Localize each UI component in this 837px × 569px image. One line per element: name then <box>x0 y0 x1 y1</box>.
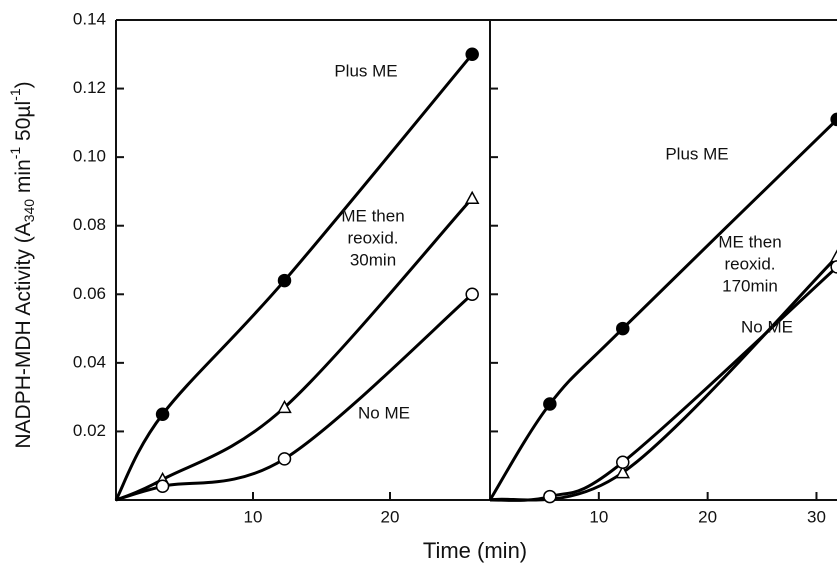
y-axis-label-part: -1 <box>7 147 23 160</box>
marker <box>465 47 479 62</box>
series-line <box>114 53 474 501</box>
series-label: 170min <box>722 276 778 295</box>
y-axis-label: NADPH-MDH Activity (A340 min-1 50µl-1) <box>7 81 37 448</box>
marker <box>155 479 170 494</box>
y-tick-label: 0.04 <box>73 352 106 371</box>
series-line <box>115 293 474 502</box>
marker <box>616 455 630 470</box>
marker <box>277 452 292 466</box>
y-axis-label-part: NADPH-MDH Activity (A <box>12 222 35 448</box>
marker <box>155 407 170 422</box>
series-label: Plus ME <box>334 61 397 80</box>
y-tick-label: 0.14 <box>73 9 106 28</box>
y-tick-label: 0.08 <box>73 215 106 234</box>
series-line <box>115 197 474 502</box>
y-axis-label-part: -1 <box>7 88 23 101</box>
marker <box>277 399 292 414</box>
x-tick-label: 10 <box>589 507 608 526</box>
x-tick-label: 20 <box>698 507 717 526</box>
marker <box>464 190 480 205</box>
series-line <box>489 255 837 502</box>
series-label: No ME <box>741 317 793 336</box>
series-label: 30min <box>350 250 396 269</box>
series-label: reoxid. <box>347 228 398 247</box>
y-tick-label: 0.12 <box>73 78 106 97</box>
marker <box>830 112 837 127</box>
marker <box>830 260 837 274</box>
series-label: No ME <box>358 403 410 422</box>
series-line <box>489 265 837 502</box>
marker <box>616 321 630 336</box>
y-axis-label-part: 340 <box>21 199 37 223</box>
panel-frame <box>489 19 837 501</box>
y-axis-label-part: 50µl <box>12 101 35 147</box>
x-tick-label: 10 <box>244 507 263 526</box>
series-label: ME then <box>718 232 781 251</box>
y-tick-label: 0.02 <box>73 421 106 440</box>
marker <box>465 287 479 302</box>
series-label: ME then <box>341 206 404 225</box>
marker <box>829 249 837 263</box>
marker <box>543 489 557 504</box>
series-line <box>488 118 837 501</box>
x-tick-label: 30 <box>807 507 826 526</box>
marker <box>543 397 557 411</box>
y-axis-label-part: ) <box>12 81 35 88</box>
y-axis-label-part: min <box>12 159 35 199</box>
x-axis-label: Time (min) <box>423 538 527 563</box>
x-tick-label: 20 <box>381 507 400 526</box>
series-label: Plus ME <box>665 144 728 163</box>
y-tick-label: 0.10 <box>73 147 106 166</box>
marker <box>277 273 292 288</box>
series-label: reoxid. <box>724 254 775 273</box>
marker <box>615 465 631 479</box>
y-tick-label: 0.06 <box>73 284 106 303</box>
